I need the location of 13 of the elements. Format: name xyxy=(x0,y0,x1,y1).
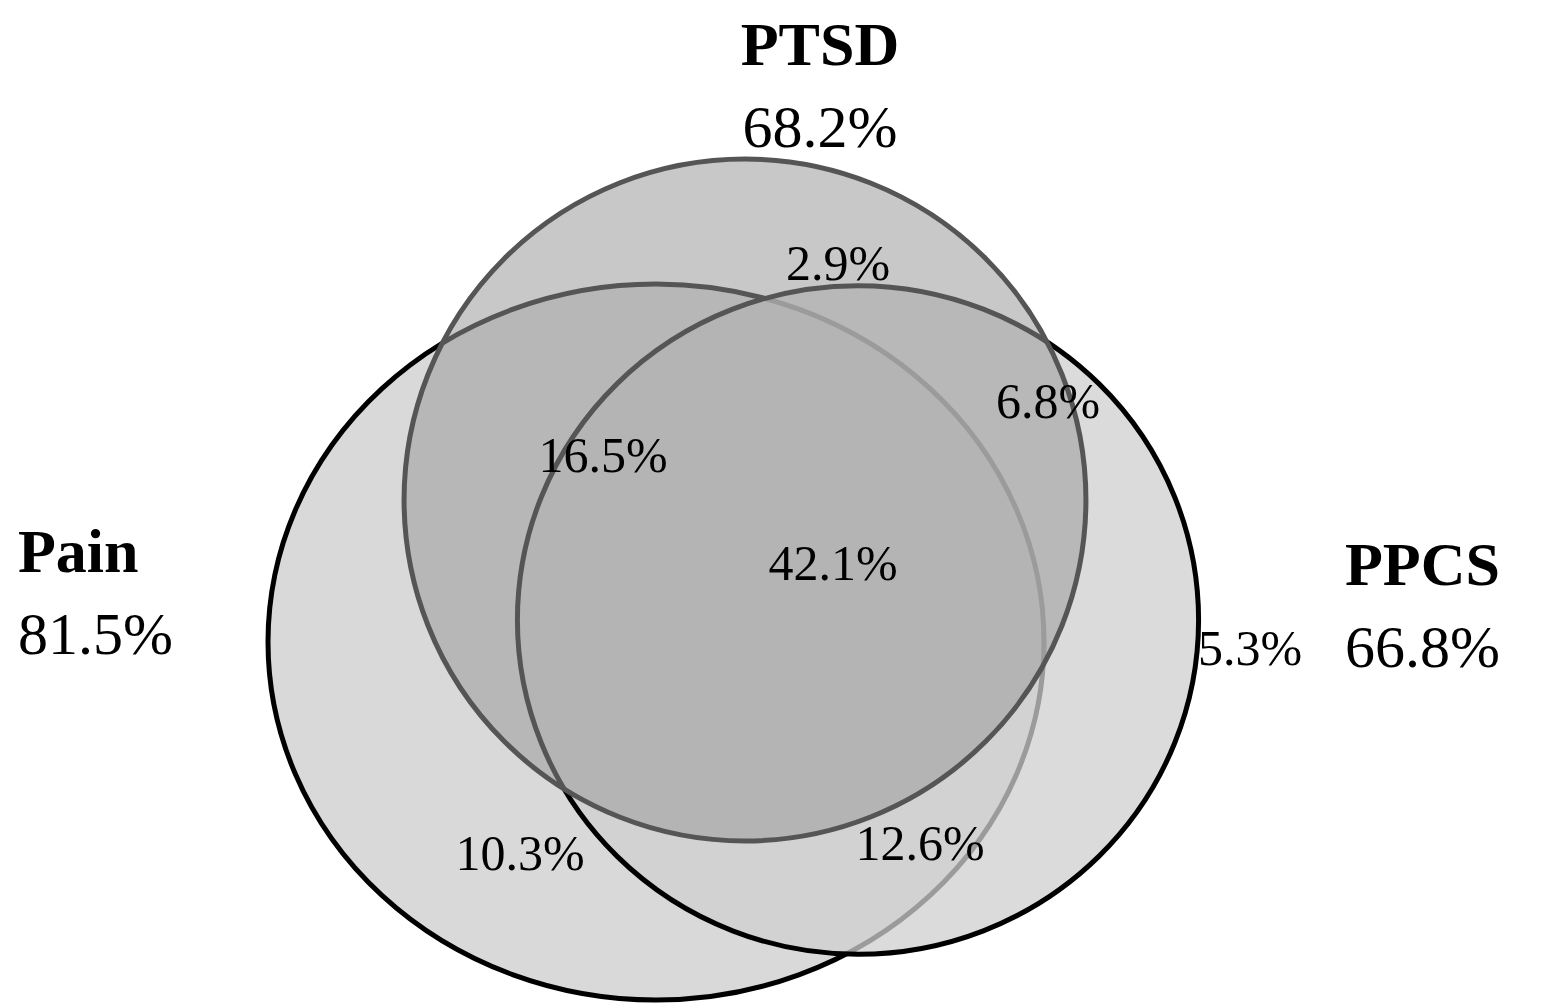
text: 10.3% xyxy=(455,825,585,881)
data-label: 81.5% xyxy=(18,601,173,667)
text: 6.8% xyxy=(995,373,1101,429)
text: 42.1% xyxy=(768,535,898,591)
text: 16.5% xyxy=(538,427,668,483)
category-label: Pain xyxy=(18,517,139,585)
text: 5.3% xyxy=(1197,620,1303,676)
text: 2.9% xyxy=(785,235,891,291)
category-label: PTSD xyxy=(740,10,900,78)
text: 12.6% xyxy=(855,815,985,871)
data-label: 66.8% xyxy=(1345,614,1500,680)
category-label: PPCS xyxy=(1345,530,1500,598)
data-label: 68.2% xyxy=(742,94,898,160)
